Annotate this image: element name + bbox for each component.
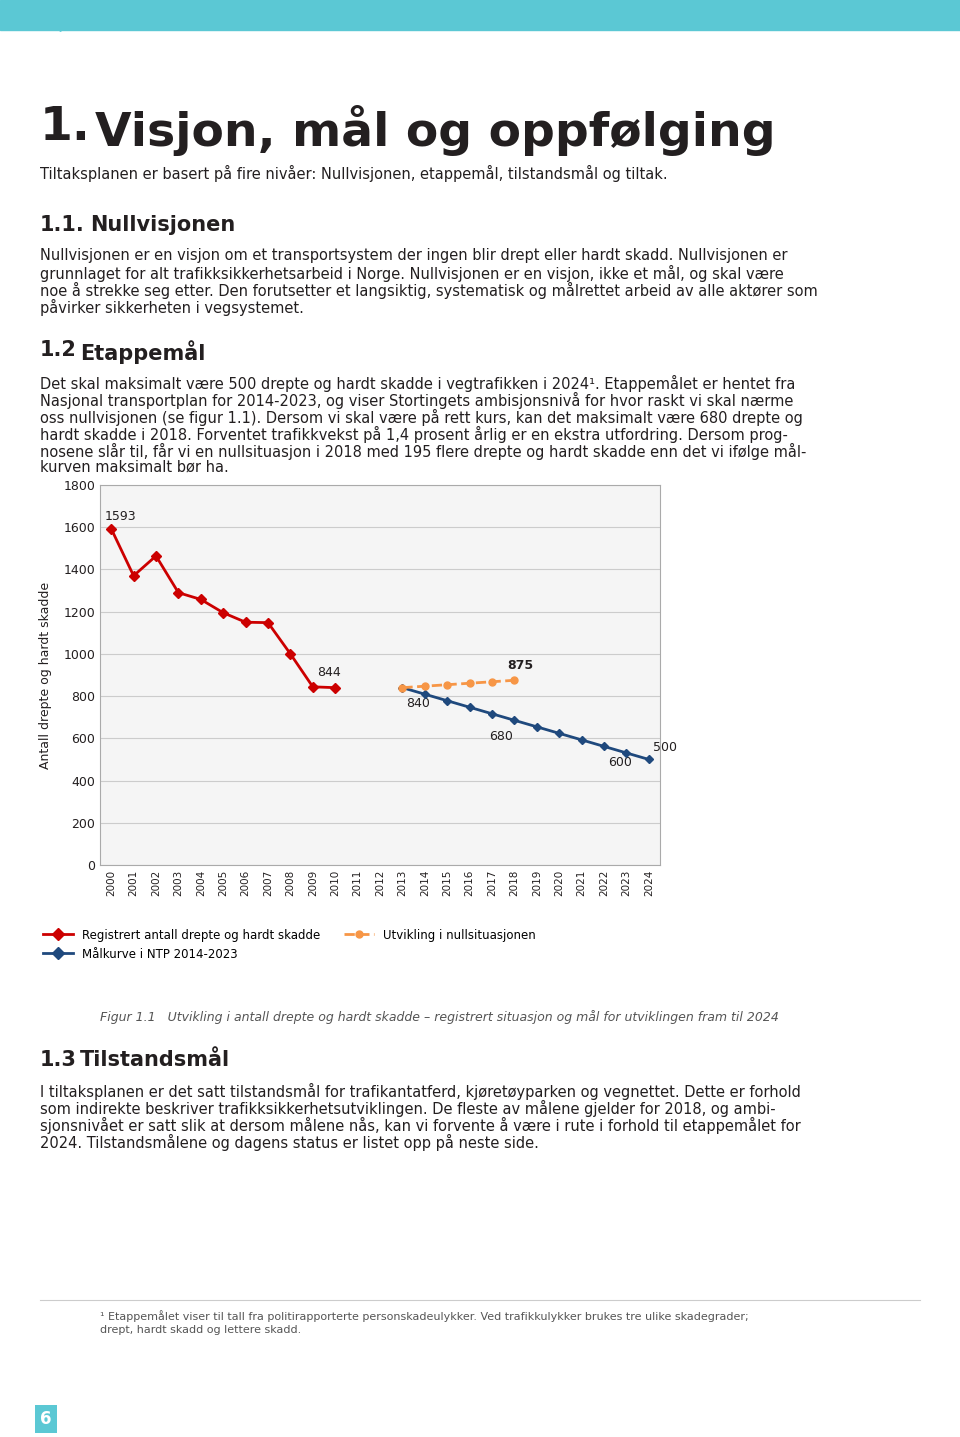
- Text: 600: 600: [609, 756, 632, 769]
- Text: 680: 680: [490, 730, 514, 743]
- Text: oss nullvisjonen (se figur 1.1). Dersom vi skal være på rett kurs, kan det maksi: oss nullvisjonen (se figur 1.1). Dersom …: [40, 410, 803, 425]
- Text: 844: 844: [317, 665, 341, 678]
- Text: Tilstandsmål: Tilstandsmål: [80, 1050, 230, 1071]
- Text: Nullvisjonen: Nullvisjonen: [90, 216, 235, 236]
- Text: 1593: 1593: [105, 510, 136, 523]
- Text: I tiltaksplanen er det satt tilstandsmål for trafikantatferd, kjøretøyparken og : I tiltaksplanen er det satt tilstandsmål…: [40, 1083, 801, 1099]
- Text: drept, hardt skadd og lettere skadd.: drept, hardt skadd og lettere skadd.: [100, 1325, 301, 1335]
- Text: hardt skadde i 2018. Forventet trafikkvekst på 1,4 prosent årlig er en ekstra ut: hardt skadde i 2018. Forventet trafikkve…: [40, 425, 788, 443]
- Text: ¹ Etappemålet viser til tall fra politirapporterte personskadeulykker. Ved trafi: ¹ Etappemålet viser til tall fra politir…: [100, 1311, 749, 1322]
- Text: 1.: 1.: [40, 105, 91, 149]
- Text: 2024. Tilstandsmålene og dagens status er listet opp på neste side.: 2024. Tilstandsmålene og dagens status e…: [40, 1134, 539, 1151]
- Text: 1.1.: 1.1.: [40, 216, 84, 236]
- Text: Etappemål: Etappemål: [80, 341, 205, 364]
- Text: 500: 500: [653, 741, 677, 754]
- Text: nosene slår til, får vi en nullsituasjon i 2018 med 195 flere drepte og hardt sk: nosene slår til, får vi en nullsituasjon…: [40, 443, 806, 460]
- Text: Tiltaksplanen er basert på fire nivåer: Nullvisjonen, etappemål, tilstandsmål og: Tiltaksplanen er basert på fire nivåer: …: [40, 165, 667, 182]
- Text: påvirker sikkerheten i vegsystemet.: påvirker sikkerheten i vegsystemet.: [40, 299, 304, 316]
- Y-axis label: Antall drepte og hardt skadde: Antall drepte og hardt skadde: [39, 582, 52, 769]
- Text: Nasjonal transportplan for 2014-2023, og viser Stortingets ambisjonsnivå for hvo: Nasjonal transportplan for 2014-2023, og…: [40, 392, 793, 410]
- Text: Nullvisjonen er en visjon om et transportsystem der ingen blir drept eller hardt: Nullvisjonen er en visjon om et transpor…: [40, 249, 787, 263]
- Text: noe å strekke seg etter. Den forutsetter et langsiktig, systematisk og målrettet: noe å strekke seg etter. Den forutsetter…: [40, 282, 818, 299]
- Text: som indirekte beskriver trafikksikkerhetsutviklingen. De fleste av målene gjelde: som indirekte beskriver trafikksikkerhet…: [40, 1099, 776, 1117]
- Bar: [0, 0, 960, 30]
- Text: kurven maksimalt bør ha.: kurven maksimalt bør ha.: [40, 460, 228, 476]
- Text: grunnlaget for alt trafikksikkerhetsarbeid i Norge. Nullvisjonen er en visjon, i: grunnlaget for alt trafikksikkerhetsarbe…: [40, 264, 783, 282]
- Text: Visjon, mål og oppfølging: Visjon, mål og oppfølging: [95, 105, 776, 157]
- Legend: Registrert antall drepte og hardt skadde, Målkurve i NTP 2014-2023, Utvikling i : Registrert antall drepte og hardt skadde…: [38, 924, 540, 966]
- Text: NASJONAL TILTAKSPLAN FOR TRAFIKKSIKKERHET PÅ VEG 2014–2017: NASJONAL TILTAKSPLAN FOR TRAFIKKSIKKERHE…: [40, 20, 373, 32]
- Text: Figur 1.1   Utvikling i antall drepte og hardt skadde – registrert situasjon og : Figur 1.1 Utvikling i antall drepte og h…: [100, 1010, 779, 1025]
- Text: 1.3: 1.3: [40, 1050, 77, 1071]
- Text: sjonsnivået er satt slik at dersom målene nås, kan vi forvente å være i rute i f: sjonsnivået er satt slik at dersom målen…: [40, 1117, 801, 1134]
- Text: Det skal maksimalt være 500 drepte og hardt skadde i vegtrafikken i 2024¹. Etapp: Det skal maksimalt være 500 drepte og ha…: [40, 375, 796, 392]
- Text: 6: 6: [40, 1410, 52, 1428]
- Text: 1.2: 1.2: [40, 341, 77, 361]
- Text: 875: 875: [508, 660, 534, 673]
- Text: 840: 840: [407, 697, 430, 710]
